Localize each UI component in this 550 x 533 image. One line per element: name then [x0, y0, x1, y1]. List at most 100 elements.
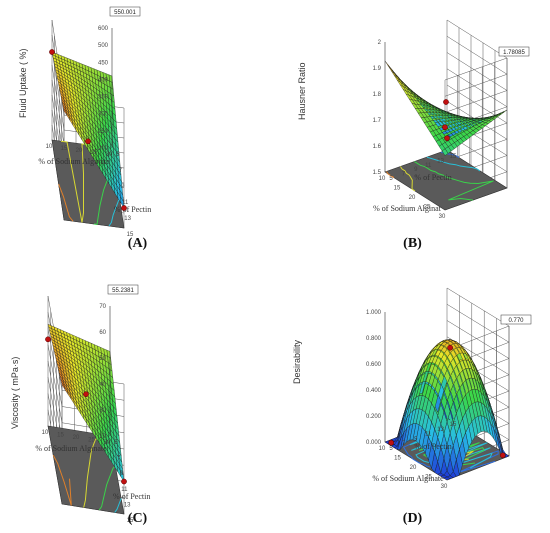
- x-tick-label: 10: [379, 176, 386, 182]
- wall-grid-line: [446, 19, 508, 59]
- wall-grid-line: [444, 57, 508, 81]
- x-tick-label: 20: [410, 465, 417, 471]
- y-tick-label: 9: [414, 167, 418, 173]
- surface-cell: [384, 60, 392, 70]
- design-point: [442, 124, 448, 131]
- y-tick-label: 7: [402, 441, 406, 447]
- floor-contour: [58, 183, 74, 222]
- x-tick-label: 20: [76, 148, 83, 154]
- chart-b-zlabel: Hausner Ratio: [297, 62, 307, 120]
- y-axis-label: % of Pectin: [414, 442, 451, 451]
- y-tick-label: 9: [120, 471, 124, 477]
- floor-contour: [114, 498, 122, 513]
- x-axis-label: % of Sodium Alginate: [372, 474, 444, 483]
- y-tick-label: 9: [414, 436, 418, 442]
- chart-b-svg: 1.5 1.6 1.7 1.8 1.9 2 10 15 20 25 30 5 7 9 11 13 15 % of …: [373, 19, 530, 220]
- y-tick-label: 13: [124, 502, 131, 508]
- x-tick-label: 15: [57, 433, 64, 439]
- y-tick-label: 15: [127, 232, 134, 238]
- z-tick-label: 30: [99, 408, 106, 414]
- z-tick-label: 400: [98, 77, 109, 83]
- z-tick-label: 600: [98, 26, 109, 32]
- x-tick-label: 25: [91, 150, 98, 156]
- panel-a: 200 250 300 350 400 450 500 600 30 25 20 15 10 5 7 9 11 1…: [0, 0, 275, 266]
- z-tick-label: 350: [98, 95, 109, 101]
- wall-grid-line: [51, 49, 65, 131]
- x-tick-label: 10: [46, 144, 53, 150]
- chart-d-zlabel: Desirability: [292, 339, 302, 384]
- z-tick-label: 60: [99, 330, 106, 336]
- z-tick-label: 0.400: [366, 388, 382, 394]
- z-tick-label: 250: [98, 129, 109, 135]
- wall-grid-line: [47, 328, 63, 407]
- floor-contour: [400, 166, 416, 192]
- design-point: [447, 344, 453, 351]
- floor-contour: [386, 171, 395, 179]
- design-point: [444, 135, 450, 142]
- z-tick-label: 0.600: [366, 362, 382, 368]
- design-point: [83, 391, 89, 398]
- floor-contour: [108, 197, 120, 227]
- y-tick-label: 11: [121, 487, 128, 493]
- y-tick-label: 15: [127, 518, 134, 524]
- z-tick-label: 0.800: [366, 336, 382, 342]
- wall-grid-line: [446, 68, 508, 107]
- chart-d-svg: 0.000 0.200 0.400 0.600 0.800 1.000 10 15 20 25 30…: [366, 287, 532, 490]
- y-tick-label: 5: [389, 176, 393, 182]
- y-tick-label: 9: [121, 184, 125, 190]
- z-tick-label: 2: [378, 40, 382, 46]
- wall-grid-line: [446, 320, 510, 359]
- y-tick-label: 15: [450, 154, 457, 160]
- floor-contour: [52, 455, 72, 506]
- flag-value: 55.2381: [112, 288, 134, 294]
- floor-contour: [426, 156, 481, 172]
- y-tick-label: 5: [389, 446, 393, 452]
- floor-plane: [384, 149, 508, 211]
- x-tick-label: 15: [394, 456, 401, 462]
- y-axis-label: % of Pectin: [414, 173, 451, 182]
- panel-d: 0.000 0.200 0.400 0.600 0.800 1.000 10 15 20 25 30…: [275, 266, 550, 532]
- y-tick-label: 13: [124, 216, 131, 222]
- design-point: [499, 452, 506, 459]
- wall-grid-line: [446, 304, 510, 343]
- x-tick-label: 30: [104, 440, 111, 446]
- y-tick-label: 13: [437, 158, 444, 164]
- wall-grid-line: [444, 90, 508, 113]
- x-tick-label: 15: [61, 146, 68, 152]
- x-axis-label: % of Sodium Alginate: [35, 444, 107, 453]
- design-point: [121, 478, 127, 485]
- chart-a-caption: (A): [127, 236, 148, 251]
- z-tick-label: 1.5: [373, 170, 382, 176]
- y-tick-label: 11: [425, 432, 432, 438]
- chart-a-zlabel: Fluid Uptake ( %): [18, 48, 28, 118]
- design-point: [121, 205, 127, 211]
- flag-box: [107, 284, 139, 295]
- y-tick-label: 7: [117, 456, 121, 462]
- chart-c-zlabel: Viscosity ( mPa·s): [10, 356, 20, 429]
- flag-value: 0.770: [508, 318, 524, 324]
- design-point: [85, 138, 91, 145]
- wall-grid-line: [446, 52, 508, 91]
- y-tick-label: 5: [114, 440, 118, 446]
- z-tick-label: 0.000: [366, 440, 382, 446]
- flag-box: [109, 6, 141, 17]
- y-tick-label: 13: [437, 427, 444, 433]
- design-point: [49, 49, 55, 55]
- wall-grid-line: [446, 287, 510, 327]
- y-tick-label: 7: [402, 172, 406, 178]
- z-tick-label: 450: [98, 60, 109, 66]
- wall-grid-line: [51, 64, 65, 146]
- x-tick-label: 10: [42, 430, 49, 436]
- flag-box: [500, 314, 532, 325]
- z-tick-label: 1.6: [373, 144, 382, 150]
- z-tick-label: 20: [99, 434, 106, 440]
- wall-grid-line: [47, 360, 63, 440]
- chart-b-caption: (B): [403, 236, 422, 251]
- wall-grid-line: [444, 74, 508, 97]
- y-tick-label: 15: [450, 422, 457, 428]
- y-tick-label: 11: [425, 163, 432, 169]
- z-tick-label: 0.200: [366, 414, 382, 420]
- z-tick-label: 300: [98, 112, 109, 118]
- x-axis-label: % of Sodium Alginat: [373, 204, 442, 213]
- flag-value: 1.78085: [503, 50, 525, 56]
